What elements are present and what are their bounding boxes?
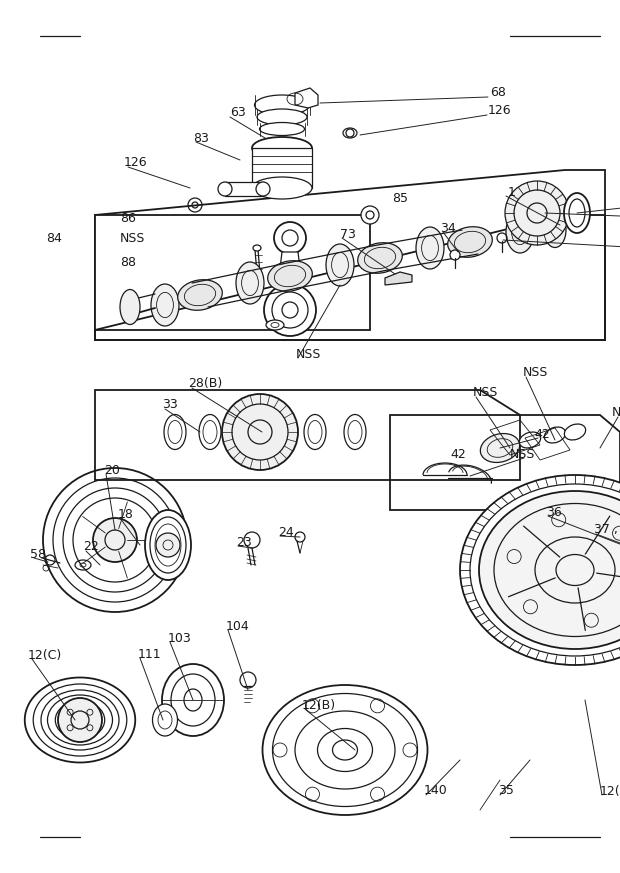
Ellipse shape (448, 227, 492, 258)
Ellipse shape (153, 704, 177, 736)
Ellipse shape (326, 244, 354, 286)
Text: 34: 34 (440, 222, 456, 235)
Polygon shape (95, 215, 370, 330)
Text: NSS: NSS (612, 407, 620, 420)
Ellipse shape (544, 427, 565, 443)
Text: 104: 104 (226, 621, 250, 634)
Circle shape (58, 698, 102, 742)
Text: 37 , 111: 37 , 111 (594, 524, 620, 537)
Text: 84: 84 (46, 231, 62, 244)
Ellipse shape (254, 95, 309, 115)
Text: 58: 58 (30, 547, 46, 560)
Text: 85: 85 (392, 191, 408, 204)
Circle shape (505, 181, 569, 245)
Text: 24: 24 (278, 526, 294, 539)
Text: 126: 126 (488, 104, 511, 116)
Text: 35: 35 (498, 785, 514, 798)
Ellipse shape (344, 415, 366, 450)
Text: 42: 42 (450, 449, 466, 462)
Text: NSS: NSS (523, 367, 548, 380)
Circle shape (450, 250, 460, 260)
Circle shape (361, 206, 379, 224)
Ellipse shape (151, 284, 179, 326)
Text: 63: 63 (230, 107, 246, 120)
Ellipse shape (358, 243, 402, 273)
Text: NSS: NSS (473, 387, 498, 400)
Text: 103: 103 (168, 631, 192, 644)
Ellipse shape (266, 320, 284, 330)
Text: 20: 20 (104, 464, 120, 477)
Text: 12(B): 12(B) (302, 699, 336, 712)
Text: NSS: NSS (510, 449, 536, 462)
Polygon shape (274, 252, 305, 295)
Ellipse shape (480, 434, 520, 463)
Text: 23: 23 (236, 537, 252, 549)
Ellipse shape (252, 137, 312, 159)
Circle shape (93, 518, 137, 562)
Text: 88: 88 (120, 257, 136, 270)
Ellipse shape (544, 212, 566, 248)
Ellipse shape (564, 193, 590, 233)
Ellipse shape (260, 122, 304, 135)
Ellipse shape (460, 475, 620, 665)
Text: 126: 126 (124, 156, 148, 169)
Ellipse shape (178, 279, 223, 310)
Text: 86: 86 (120, 211, 136, 224)
Ellipse shape (256, 182, 270, 196)
Polygon shape (295, 88, 318, 108)
Circle shape (222, 394, 298, 470)
Text: NSS: NSS (296, 348, 321, 361)
Ellipse shape (416, 227, 444, 269)
Text: 111: 111 (138, 649, 162, 662)
Ellipse shape (304, 415, 326, 450)
Ellipse shape (564, 424, 586, 440)
Text: 68: 68 (490, 86, 506, 99)
Ellipse shape (268, 261, 312, 292)
Circle shape (156, 533, 180, 557)
Ellipse shape (343, 128, 357, 138)
Text: 28(B): 28(B) (188, 377, 222, 390)
Ellipse shape (199, 415, 221, 450)
Circle shape (274, 222, 306, 254)
Bar (225, 182, 263, 196)
Ellipse shape (252, 177, 312, 199)
Ellipse shape (164, 415, 186, 450)
Text: 18: 18 (118, 507, 134, 520)
Text: 33: 33 (162, 398, 178, 411)
Text: 140: 140 (424, 785, 448, 798)
Ellipse shape (236, 262, 264, 304)
Polygon shape (385, 272, 412, 285)
Circle shape (264, 284, 316, 336)
Text: 12(A): 12(A) (600, 785, 620, 798)
Ellipse shape (262, 685, 428, 815)
Text: 1: 1 (508, 187, 516, 200)
Ellipse shape (218, 182, 232, 196)
Ellipse shape (506, 211, 534, 253)
Text: 73: 73 (340, 228, 356, 240)
Ellipse shape (162, 664, 224, 736)
Text: 83: 83 (193, 132, 209, 145)
Text: NSS: NSS (120, 231, 145, 244)
Text: 12(C): 12(C) (28, 650, 62, 663)
Ellipse shape (257, 109, 307, 125)
Ellipse shape (479, 491, 620, 649)
Text: 36: 36 (546, 505, 562, 519)
Text: 42: 42 (534, 429, 550, 442)
Ellipse shape (253, 245, 261, 251)
Text: 22: 22 (83, 540, 99, 553)
Ellipse shape (145, 510, 191, 580)
Ellipse shape (120, 290, 140, 325)
Bar (252, 148, 312, 188)
Ellipse shape (520, 432, 541, 448)
